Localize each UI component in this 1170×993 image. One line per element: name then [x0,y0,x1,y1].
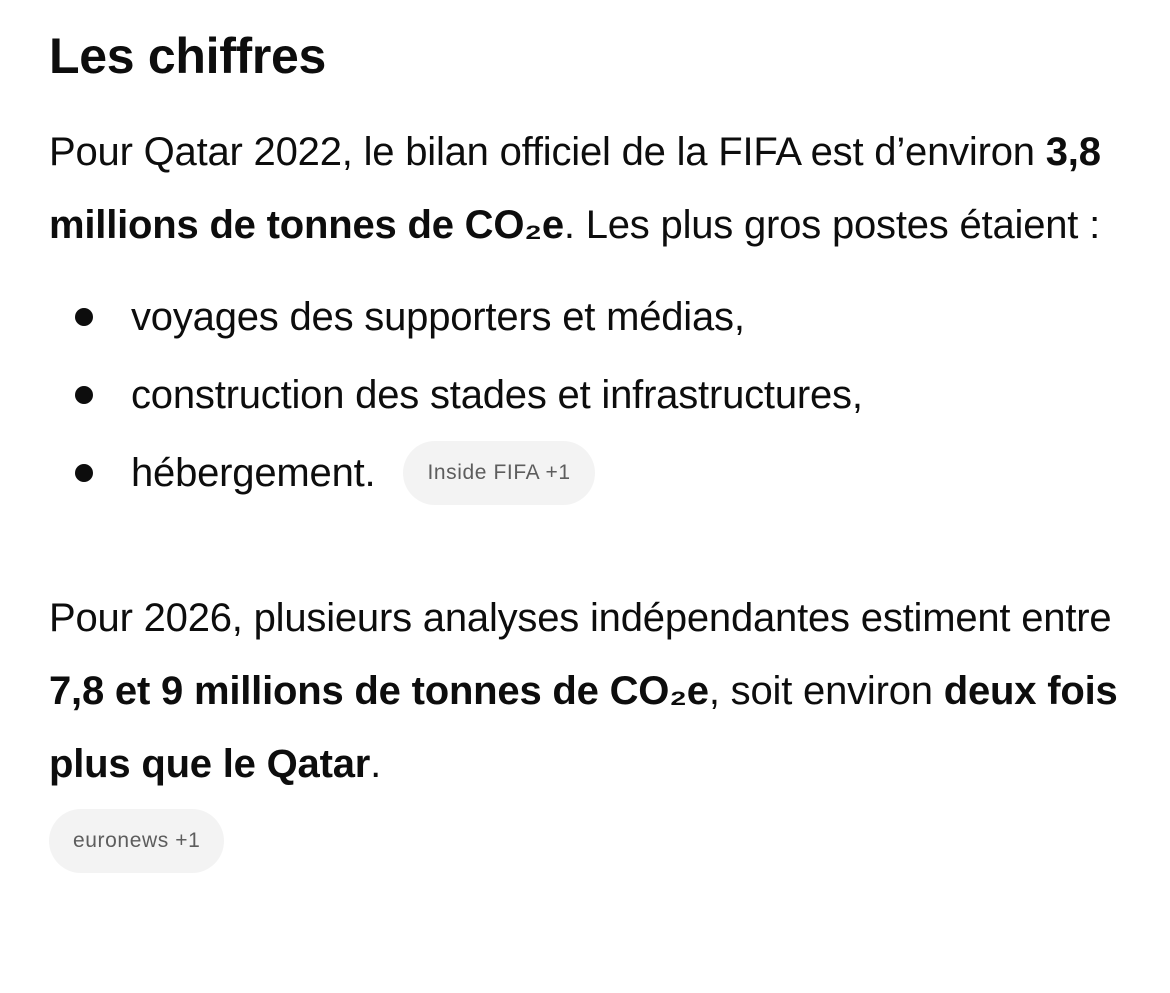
intro-paragraph: Pour Qatar 2022, le bilan officiel de la… [49,116,1129,262]
estimate-text-3: . [370,742,382,786]
estimate-text-2: , soit environ [708,669,944,713]
list-item-text: construction des stades et infrastructur… [131,373,863,417]
section-heading: Les chiffres [49,28,327,84]
source-chip-inside-fifa[interactable]: Inside FIFA +1 [403,441,595,505]
message-content: Les chiffres Pour Qatar 2022, le bilan o… [49,18,1129,873]
bullet-icon [75,308,93,326]
intro-text-1: Pour Qatar 2022, le bilan officiel de la… [49,130,1046,174]
list-item: voyages des supporters et médias, [49,278,1129,356]
source-chip-euronews[interactable]: euronews +1 [49,809,225,873]
list-item-text: hébergement. [131,451,376,495]
intro-bold-figure: 3,8 millions de tonnes de CO₂e [49,130,1101,247]
estimate-paragraph: Pour 2026, plusieurs analyses indépendan… [49,582,1129,801]
list-item-text: voyages des supporters et médias, [131,295,745,339]
estimate-bold-figure: 7,8 et 9 millions de tonnes de CO₂e [49,669,709,713]
bullet-icon [75,464,93,482]
list-item: construction des stades et infrastructur… [49,356,1129,434]
bullet-icon [75,386,93,404]
list-item: hébergement. Inside FIFA +1 [49,434,1129,512]
estimate-text-1: Pour 2026, plusieurs analyses indépendan… [49,596,1112,640]
intro-text-2: . Les plus gros postes étaient : [563,203,1101,247]
estimate-bold-comparison: deux fois plus que le Qatar [49,669,1118,786]
emission-sources-list: voyages des supporters et médias, constr… [49,278,1129,512]
